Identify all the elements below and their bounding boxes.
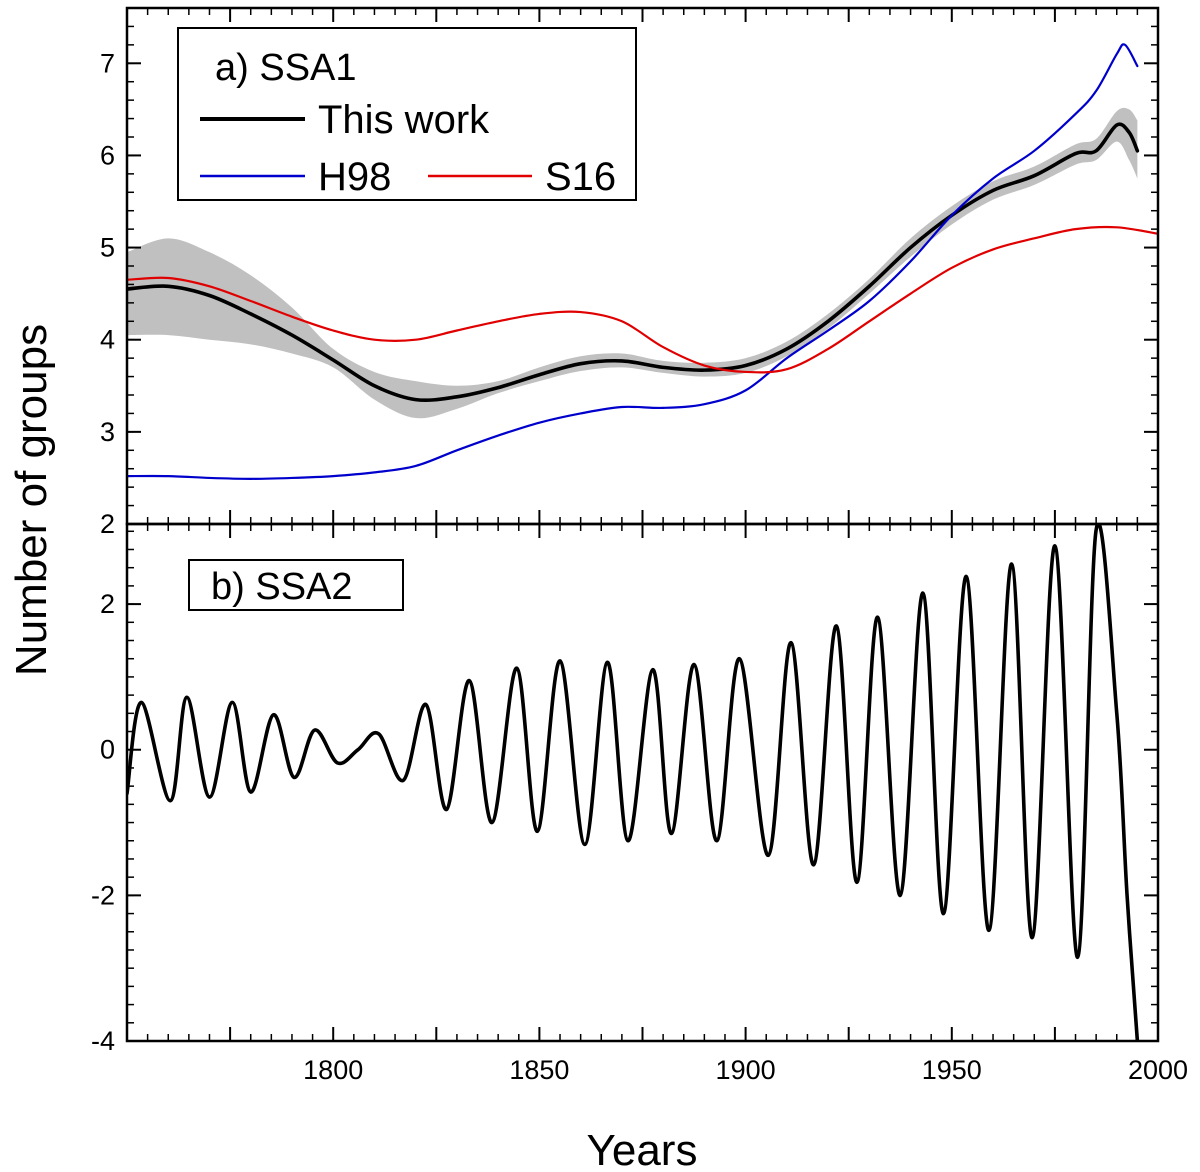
legend-label-this-work: This work <box>318 98 490 142</box>
panel-b: -4 -2 0 2 1800 1850 1900 1950 2000 b) SSA2 <box>91 522 1188 1085</box>
panel-a-bands <box>127 107 1138 419</box>
legend-label-s16: S16 <box>545 155 616 199</box>
x-tick-label: 1950 <box>922 1055 982 1085</box>
panel-b-ticks: -4 -2 0 2 1800 1850 1900 1950 2000 <box>91 524 1188 1085</box>
y-axis-title: Number of groups <box>7 324 56 676</box>
panel-b-label: b) SSA2 <box>211 566 353 608</box>
legend: a) SSA1 This work H98 S16 <box>177 27 637 201</box>
panel-a-y-tick-label: 2 <box>100 509 115 539</box>
panel-a-lines <box>127 43 1158 480</box>
panel-a-line-h98 <box>127 43 1139 480</box>
legend-box <box>177 27 637 201</box>
panel-a-y-tick-label: 3 <box>100 417 115 447</box>
x-tick-label: 1900 <box>716 1055 776 1085</box>
panel-a: 2 3 4 5 6 7 a) SSA1 This work H98 S16 <box>100 6 1160 539</box>
x-tick-label: 1850 <box>509 1055 569 1085</box>
panel-b-y-tick-label: 0 <box>100 735 115 765</box>
x-tick-label: 2000 <box>1128 1055 1188 1085</box>
panel-a-label: a) SSA1 <box>215 47 357 89</box>
panel-b-y-tick-label: -4 <box>91 1026 115 1056</box>
panel-a-y-tick-label: 4 <box>100 325 115 355</box>
panel-a-y-tick-label: 7 <box>100 48 115 78</box>
panel-b-y-tick-label: -2 <box>91 880 115 910</box>
panel-a-band-this-work <box>127 107 1138 419</box>
legend-label-h98: H98 <box>318 155 391 199</box>
x-tick-label: 1800 <box>303 1055 363 1085</box>
panel-b-y-tick-label: 2 <box>100 589 115 619</box>
panel-a-line-this-work <box>127 122 1140 403</box>
panel-a-line-s16 <box>127 225 1158 374</box>
panel-a-y-tick-label: 5 <box>100 233 115 263</box>
panel-b-lines <box>127 524 1140 1041</box>
panel-b-label-box <box>188 559 404 611</box>
x-axis-title: Years <box>587 1126 698 1172</box>
panel-b-line-this-work <box>127 524 1140 1041</box>
panel-a-y-tick-label: 6 <box>100 140 115 170</box>
